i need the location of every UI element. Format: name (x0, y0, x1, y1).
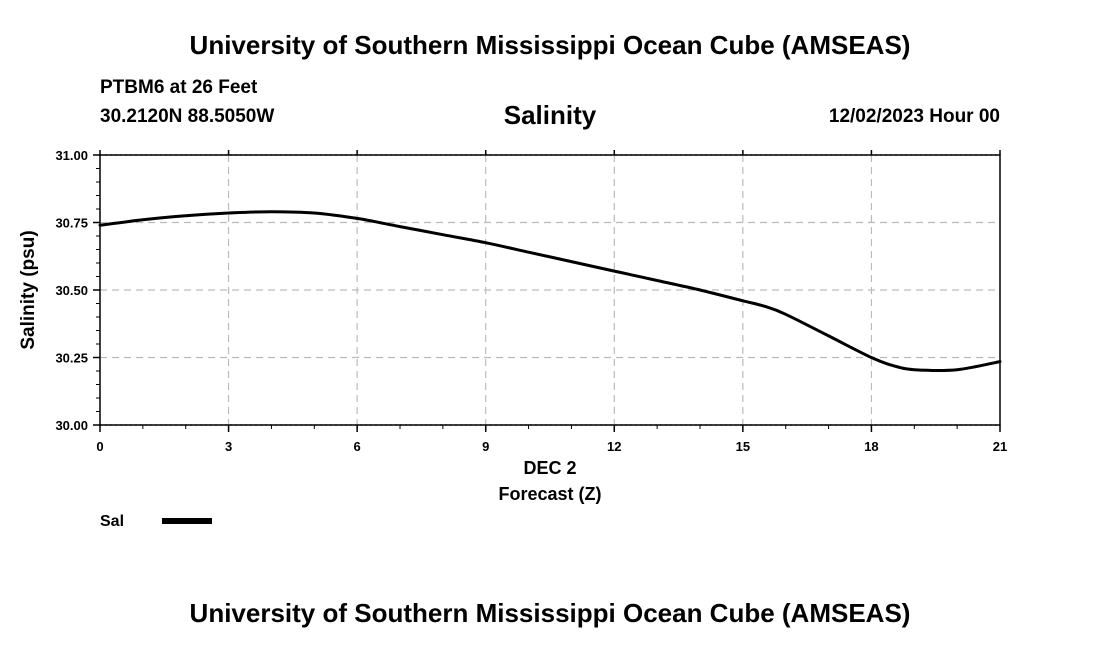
station-coordinates: 30.2120N 88.5050W (100, 106, 275, 127)
x-axis-tick-labels: 0 3 6 9 12 15 18 21 (96, 439, 1007, 454)
x-axis-label: Forecast (Z) (498, 484, 601, 504)
x-tick-label: 21 (993, 439, 1007, 454)
x-tick-label: 12 (607, 439, 621, 454)
x-tick-label: 3 (225, 439, 232, 454)
chart-title-bottom: University of Southern Mississippi Ocean… (189, 598, 911, 628)
salinity-series-line (98, 210, 1002, 372)
grid-lines (100, 154, 1000, 426)
y-tick-label: 30.75 (55, 216, 88, 231)
chart-title-top: University of Southern Mississippi Ocean… (189, 30, 911, 60)
x-tick-label: 6 (354, 439, 361, 454)
y-tick-label: 30.50 (55, 283, 88, 298)
y-tick-label: 31.00 (55, 148, 88, 163)
y-tick-label: 30.00 (55, 418, 88, 433)
y-axis-label: Salinity (psu) (18, 230, 39, 349)
station-label: PTBM6 at 26 Feet (100, 77, 258, 98)
y-axis-tick-labels: 30.00 30.25 30.50 30.75 31.00 (55, 148, 88, 433)
x-tick-label: 9 (482, 439, 489, 454)
x-tick-label: 15 (736, 439, 750, 454)
variable-title: Salinity (503, 100, 597, 130)
x-axis-date-label: DEC 2 (523, 458, 576, 478)
forecast-date-hour: 12/02/2023 Hour 00 (828, 106, 1000, 127)
legend-label-sal: Sal (100, 513, 124, 530)
axis-ticks (93, 150, 1001, 432)
y-tick-label: 30.25 (55, 351, 88, 366)
x-tick-label: 0 (96, 439, 103, 454)
x-tick-label: 18 (864, 439, 878, 454)
